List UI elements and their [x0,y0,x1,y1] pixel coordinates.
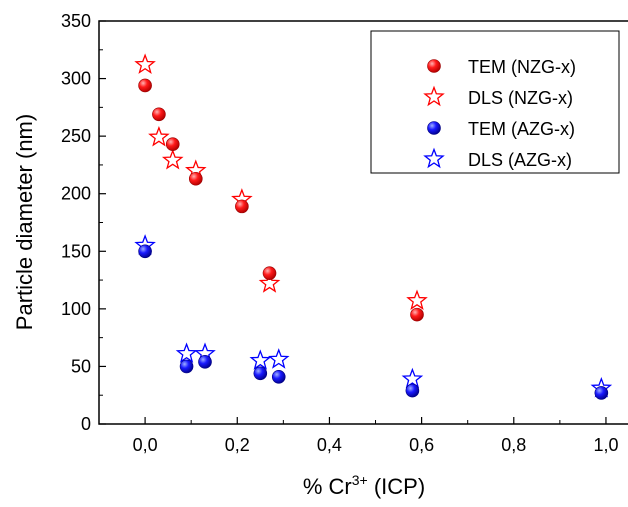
y-axis-ticks: 0 50 100 150 200 250 300 350 [61,11,106,434]
data-point-circle [165,137,180,152]
data-point-circle [262,266,277,280]
legend-item: TEM (AZG-x) [427,119,575,139]
y-tick-label: 200 [61,184,91,204]
data-point-circle [271,369,286,384]
x-axis-title-suffix: (ICP) [368,474,425,499]
series-tem-nzg [138,78,424,322]
x-tick-label: 0,0 [133,435,158,455]
legend-label: TEM (NZG-x) [468,57,576,77]
data-point-circle [138,244,152,259]
y-tick-label: 0 [81,414,91,434]
legend-items: TEM (NZG-x) DLS (NZG-x) TEM (AZG-x) DLS (AZ… [423,57,576,170]
data-point-circle [410,307,424,322]
data-point-star [267,348,290,369]
legend: TEM (NZG-x) DLS (NZG-x) TEM (AZG-x) DLS (AZ… [370,30,620,174]
legend-marker-circle [427,121,441,135]
x-tick-label: 0,6 [409,435,434,455]
x-axis-title-superscript: 3+ [352,472,368,488]
series-tem-azg [138,244,609,400]
legend-marker-star [423,85,445,107]
data-point-star [175,342,198,363]
data-point-star [161,148,184,170]
data-marks [134,53,613,400]
data-point-circle [152,107,166,122]
legend-label: DLS (NZG-x) [468,88,573,108]
legend-box [370,30,620,174]
x-axis-title-main: % Cr [303,474,352,499]
series-dls-azg [134,234,613,398]
legend-marker-star [423,147,445,169]
y-axis-title: Particle diameter (nm) [12,114,37,330]
y-tick-label: 300 [61,69,91,89]
data-point-circle [138,78,152,93]
data-point-star [148,125,170,147]
legend-marker-circle [427,59,441,73]
legend-item: DLS (AZG-x) [423,147,572,170]
data-point-star [134,53,156,74]
legend-label: TEM (AZG-x) [468,119,575,139]
legend-item: TEM (NZG-x) [427,57,576,77]
data-point-star [401,367,424,389]
data-point-circle [253,366,268,381]
data-point-circle [405,383,420,398]
legend-item: DLS (NZG-x) [423,85,573,108]
x-tick-label: 1,0 [593,435,618,455]
x-tick-label: 0,8 [501,435,526,455]
x-tick-label: 0,2 [225,435,250,455]
legend-label: DLS (AZG-x) [468,150,572,170]
data-point-circle [188,171,203,186]
data-point-circle [594,386,609,400]
y-tick-label: 50 [71,356,91,376]
y-tick-label: 250 [61,126,91,146]
data-point-star [249,349,272,370]
data-point-circle [235,199,249,214]
x-axis-ticks: 0,0 0,2 0,4 0,6 0,8 1,0 [98,417,618,455]
data-point-star [258,272,281,293]
x-tick-label: 0,4 [317,435,342,455]
data-point-circle [179,359,194,374]
data-point-circle [198,355,212,369]
y-tick-label: 350 [61,11,91,31]
y-tick-label: 100 [61,299,91,319]
data-point-star [406,289,428,310]
x-axis-title: % Cr3+ (ICP) [303,472,425,499]
y-tick-label: 150 [61,241,91,261]
